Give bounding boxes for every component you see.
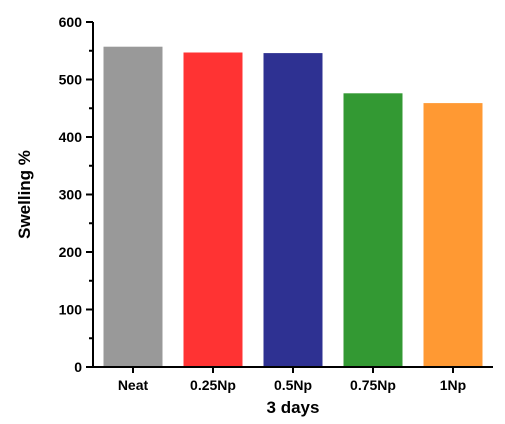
y-tick-label: 600 bbox=[59, 14, 83, 30]
x-tick-label: Neat bbox=[118, 377, 149, 393]
x-tick-label: 0.25Np bbox=[190, 377, 236, 393]
y-axis-title: Swelling % bbox=[15, 150, 34, 239]
x-tick-label: 0.5Np bbox=[274, 377, 312, 393]
x-tick-label: 0.75Np bbox=[350, 377, 396, 393]
bar-0-25np bbox=[183, 52, 243, 367]
x-axis-title: 3 days bbox=[267, 398, 320, 417]
bar-neat bbox=[103, 46, 163, 367]
y-tick-label: 0 bbox=[74, 359, 82, 375]
y-tick-label: 400 bbox=[59, 129, 83, 145]
bar-1np bbox=[423, 103, 483, 367]
bar-0-75np bbox=[343, 93, 403, 368]
bars-group bbox=[103, 46, 483, 368]
y-tick-label: 100 bbox=[59, 302, 83, 318]
y-tick-label: 300 bbox=[59, 187, 83, 203]
y-axis-ticks: 0 100 200 300 400 500 600 bbox=[59, 14, 93, 375]
bar-0-5np bbox=[263, 53, 323, 367]
x-tick-label: 1Np bbox=[440, 377, 466, 393]
x-axis-ticks: Neat 0.25Np 0.5Np 0.75Np 1Np bbox=[118, 367, 466, 393]
y-tick-label: 500 bbox=[59, 72, 83, 88]
y-tick-label: 200 bbox=[59, 244, 83, 260]
